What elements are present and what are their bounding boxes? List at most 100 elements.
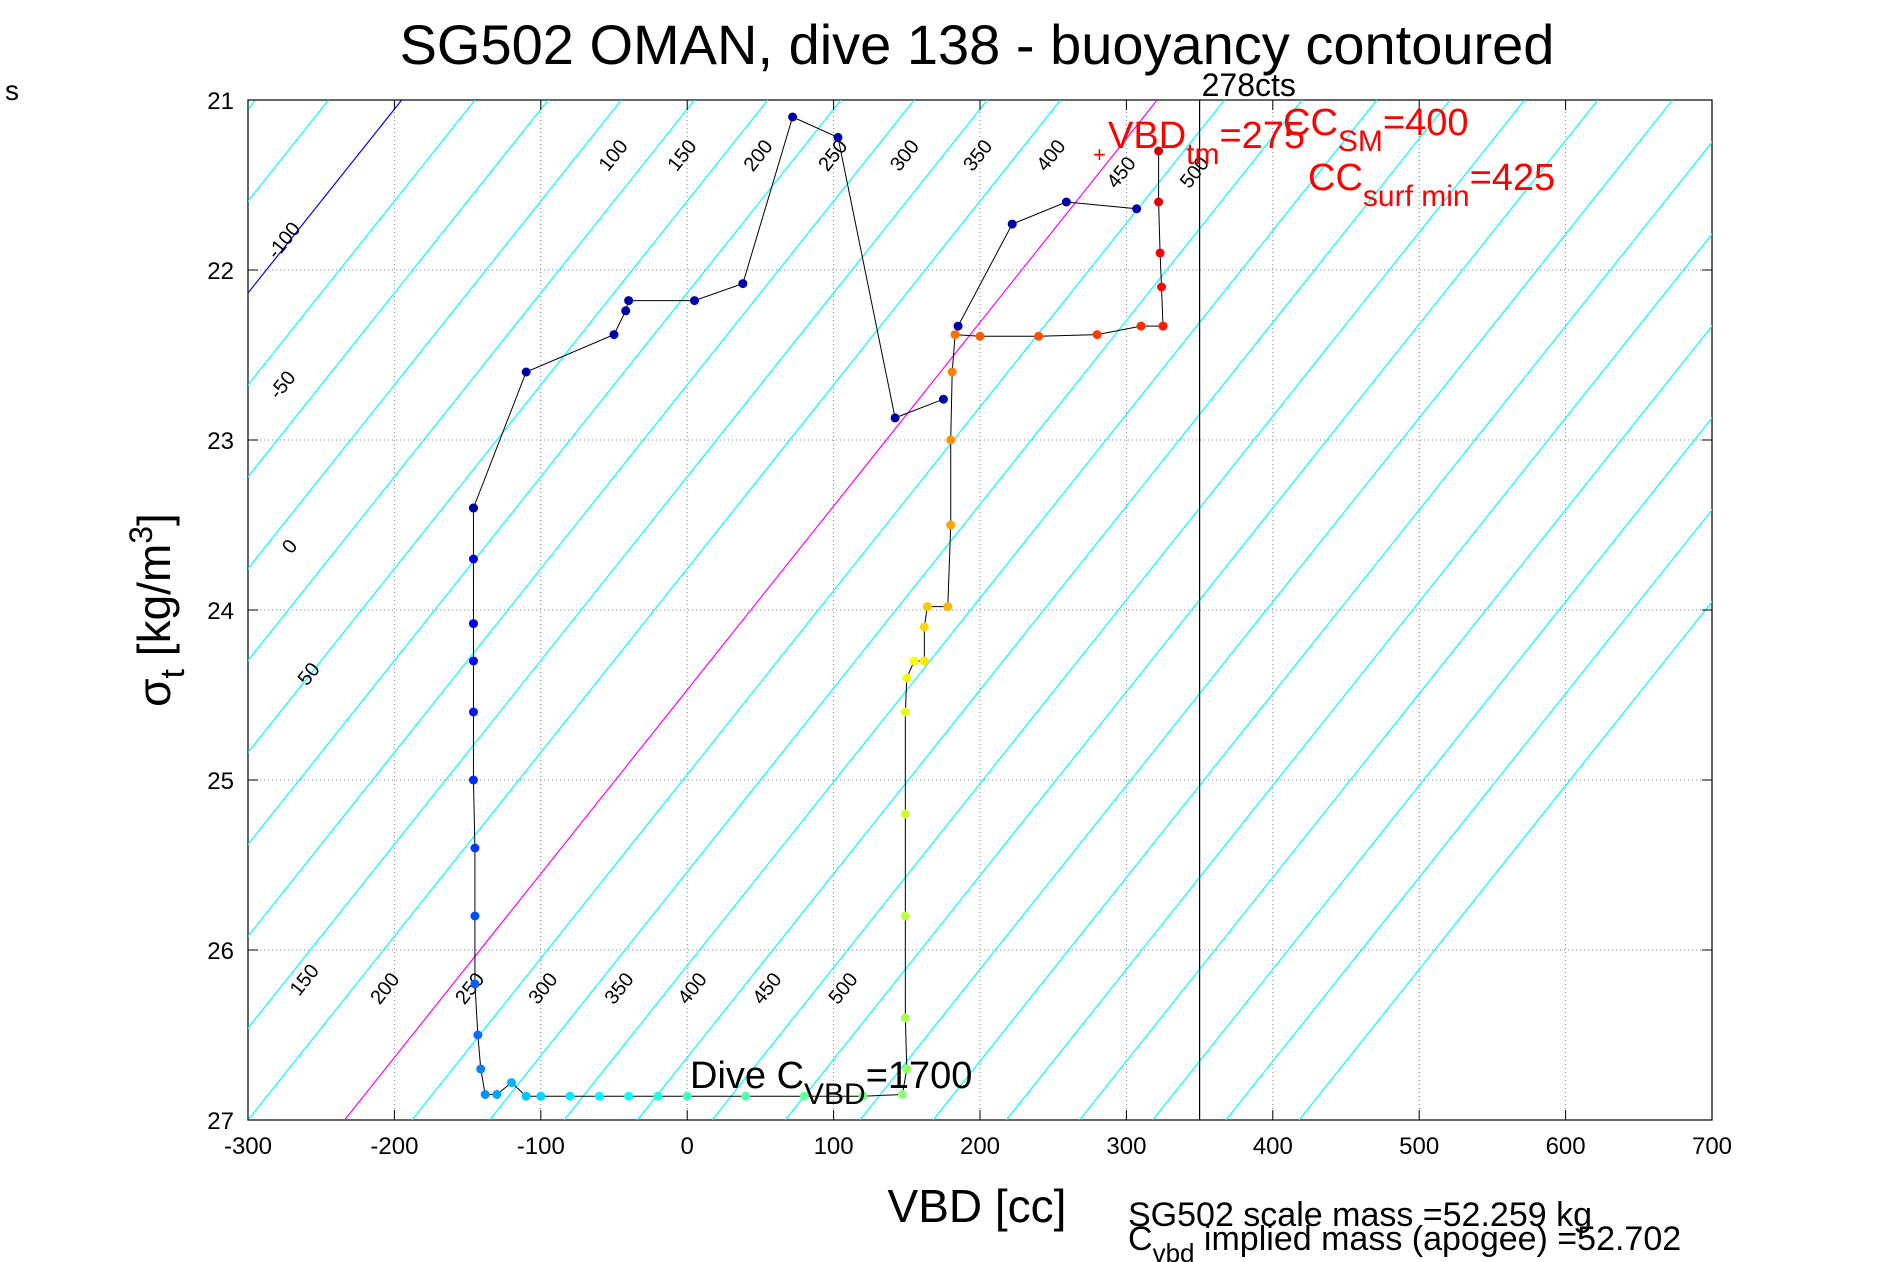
contour-line (248, 100, 476, 386)
data-point (1154, 197, 1164, 207)
x-tick-label: 600 (1546, 1133, 1586, 1160)
climb-curve-point (953, 321, 963, 331)
data-point (1136, 321, 1146, 331)
data-point (975, 331, 985, 341)
x-tick-label: 0 (681, 1133, 694, 1160)
y-tick-label: 21 (207, 88, 234, 115)
cc-sm-value: =400 (1383, 102, 1469, 144)
contour-line (711, 100, 1526, 1120)
data-point (473, 1030, 483, 1040)
dive-curve-point (468, 503, 478, 513)
data-point (492, 1090, 502, 1099)
data-point (1155, 248, 1165, 258)
grid-lines (248, 100, 1712, 1120)
data-point (919, 622, 929, 632)
data-point (950, 330, 960, 340)
dive-curve-point (521, 367, 531, 377)
vbd-tm-marker: + (1093, 142, 1106, 167)
y-axis-label-close: ] (128, 513, 180, 526)
data-point (468, 775, 478, 785)
data-point (858, 1091, 868, 1101)
cc-surf-sub: surf min (1363, 180, 1470, 213)
data-point (900, 1013, 910, 1023)
x-tick-label: 200 (960, 1133, 1000, 1160)
contour-line (563, 100, 1378, 1120)
contour-line (248, 100, 988, 1030)
implied-mass-sub: vbd (1153, 1238, 1195, 1262)
cc-surf-annotation: CCsurf min=425 (1308, 157, 1555, 213)
contour-line (1225, 508, 1712, 1120)
data-point (946, 520, 956, 530)
data-point (909, 656, 919, 666)
data-point (897, 1090, 907, 1099)
implied-mass-text: Cvbd implied mass (apogee) =52.702 (1128, 1220, 1681, 1262)
contour-line (1152, 416, 1712, 1120)
data-points (468, 112, 1168, 1101)
contour-line (784, 100, 1599, 1120)
contour-line (932, 141, 1712, 1120)
dive-cvbd-sub: VBD (804, 1078, 866, 1111)
x-tick-label: 500 (1399, 1133, 1439, 1160)
data-point (1157, 282, 1167, 292)
data-point (470, 979, 480, 989)
y-tick-label: 24 (207, 598, 234, 625)
contour-line (344, 100, 1158, 1120)
data-point (1154, 146, 1164, 156)
contour-line (1005, 233, 1712, 1120)
vertical-line-label: 278cts (1202, 67, 1296, 103)
dive-curve-point (938, 394, 948, 404)
data-point (653, 1091, 663, 1101)
data-point (624, 1091, 634, 1101)
data-point (594, 1091, 604, 1101)
implied-mass-main: C (1128, 1220, 1153, 1258)
cc-surf-value: =425 (1470, 157, 1556, 199)
axis-ticks: -300 -200 -100 0 100 200 300 400 500 600 700 21 22 23… (207, 88, 1732, 1160)
data-point (682, 1091, 692, 1101)
contour-line (859, 100, 1673, 1120)
contour-line (248, 100, 403, 294)
x-tick-label: -300 (224, 1133, 272, 1160)
vertical-reference-line: 278cts (1198, 67, 1296, 1120)
climb-curve (957, 201, 1137, 327)
data-point (900, 707, 910, 717)
vbd-tm-value: =275 (1219, 115, 1305, 157)
y-tick-label: 23 (207, 428, 234, 455)
y-axis-label: σt [kg/m3] (123, 513, 192, 707)
dive-cvbd-value: =1700 (866, 1055, 973, 1097)
data-point (919, 656, 929, 666)
cc-sm-sub: SM (1338, 125, 1383, 158)
x-tick-label: -200 (370, 1133, 418, 1160)
contour-line (1079, 325, 1712, 1120)
dive-curve-point (833, 132, 843, 142)
y-tick-label: 27 (207, 1108, 234, 1135)
climb-curve-point (1132, 204, 1142, 214)
climb-curve-point (1061, 197, 1071, 207)
chart-title: SG502 OMAN, dive 138 - buoyancy contoure… (400, 13, 1555, 76)
data-point (900, 911, 910, 921)
cc-surf-main: CC (1308, 157, 1363, 199)
dive-curve-point (788, 112, 798, 122)
dive-curve-point (621, 306, 631, 316)
corner-text: s (5, 75, 19, 106)
data-point (470, 843, 480, 853)
data-point (468, 554, 478, 564)
cc-sm-main: CC (1283, 102, 1338, 144)
climb-curve-point (1007, 219, 1017, 229)
dive-cvbd-annotation: Dive CVBD=1700 (690, 1055, 972, 1111)
x-tick-label: 300 (1106, 1133, 1146, 1160)
x-tick-label: 100 (814, 1133, 854, 1160)
data-point (1034, 331, 1044, 341)
y-tick-label: 22 (207, 258, 234, 285)
data-point (946, 435, 956, 445)
data-point (799, 1091, 809, 1101)
dive-curve-point (890, 413, 900, 423)
data-point (565, 1091, 575, 1101)
data-point (922, 602, 932, 612)
dive-cvbd-main: Dive C (690, 1055, 804, 1097)
contour-line (411, 100, 1225, 1120)
vbd-tm-sub: tm (1186, 138, 1219, 171)
y-tick-label: 25 (207, 768, 234, 795)
data-point (943, 602, 953, 612)
contour-line (248, 100, 549, 478)
contour-line (248, 100, 769, 754)
